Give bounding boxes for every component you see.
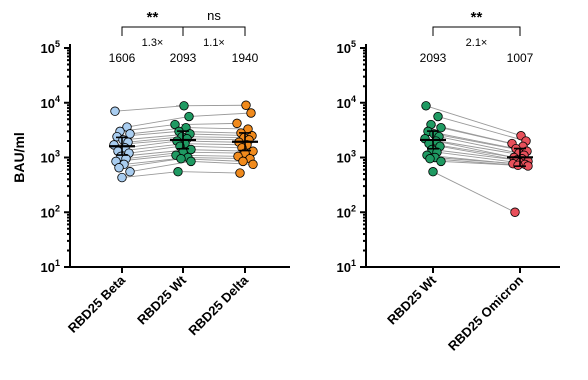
y-tick-label-base: 10 xyxy=(41,151,55,166)
y-tick-label: 101 xyxy=(337,258,356,275)
geometric-mean-value: 2093 xyxy=(420,51,447,65)
y-tick-label-exponent: 5 xyxy=(55,39,60,49)
fold-change-label: 1.1× xyxy=(203,37,225,49)
data-point xyxy=(176,154,186,164)
data-point xyxy=(510,207,520,217)
y-tick-label: 105 xyxy=(41,39,60,56)
paired-line xyxy=(189,145,243,149)
data-point xyxy=(248,159,258,170)
paired-line xyxy=(432,171,516,213)
y-tick-label: 105 xyxy=(337,39,356,56)
y-tick-label-exponent: 3 xyxy=(351,149,356,159)
data-point xyxy=(238,156,248,167)
significance-label: ** xyxy=(147,9,159,26)
geometric-mean-value: 1606 xyxy=(109,51,136,65)
geometric-mean-value: 2093 xyxy=(170,51,197,65)
y-tick-label-base: 10 xyxy=(337,151,351,166)
data-point xyxy=(186,156,196,167)
comparison-bracket xyxy=(121,26,184,36)
x-category-label: RBD25 Wt xyxy=(384,272,440,328)
paired-line xyxy=(188,136,245,139)
x-category-label: RBD25 Beta xyxy=(65,272,129,336)
data-point xyxy=(114,163,124,173)
y-tick-label-base: 10 xyxy=(41,41,55,56)
paired-line xyxy=(190,127,249,130)
y-tick-label-exponent: 1 xyxy=(351,258,356,268)
y-tick-label: 103 xyxy=(41,149,60,166)
y-axis-label: BAU/ml xyxy=(11,132,27,183)
significance-label: ns xyxy=(207,8,221,23)
significance-label: ** xyxy=(471,9,483,26)
paired-line xyxy=(424,138,525,156)
y-tick-label: 102 xyxy=(337,203,356,220)
y-tick-label: 102 xyxy=(41,203,60,220)
geometric-mean-value: 1940 xyxy=(232,51,259,65)
y-tick-label-base: 10 xyxy=(337,260,351,275)
fold-change-label: 1.3× xyxy=(142,37,164,49)
paired-line xyxy=(439,145,518,161)
data-point xyxy=(117,172,127,183)
y-tick-label-base: 10 xyxy=(337,205,351,220)
paired-line xyxy=(187,112,252,117)
y-tick-label-exponent: 4 xyxy=(351,94,356,104)
y-tick-label-exponent: 2 xyxy=(55,203,60,213)
y-tick-label-base: 10 xyxy=(41,260,55,275)
y-tick-label: 104 xyxy=(337,94,356,111)
paired-line xyxy=(182,171,241,174)
comparison-bracket xyxy=(432,26,521,36)
data-point xyxy=(421,101,431,111)
data-point xyxy=(246,108,256,118)
data-point xyxy=(433,111,443,122)
data-point xyxy=(179,101,189,111)
paired-line xyxy=(180,122,238,125)
y-tick-label: 101 xyxy=(41,258,60,275)
paired-line xyxy=(121,171,179,179)
y-tick-label-exponent: 4 xyxy=(55,94,60,104)
y-tick-label-exponent: 5 xyxy=(351,39,356,49)
y-tick-label-base: 10 xyxy=(337,41,351,56)
x-category-label: RBD25 Omicron xyxy=(445,272,526,353)
data-point xyxy=(170,119,180,130)
data-point xyxy=(125,167,135,177)
paired-line xyxy=(437,116,527,142)
y-tick-label: 104 xyxy=(41,94,60,111)
paired-line xyxy=(425,105,522,137)
paired-line xyxy=(438,136,520,154)
data-point xyxy=(436,123,446,133)
data-point xyxy=(241,100,251,110)
y-tick-label-exponent: 2 xyxy=(351,203,356,213)
paired-line xyxy=(114,105,185,112)
paired-line xyxy=(127,136,183,143)
paired-line xyxy=(128,145,181,154)
y-tick-label: 103 xyxy=(337,149,356,166)
y-tick-label-base: 10 xyxy=(41,96,55,111)
paired-line xyxy=(126,116,190,128)
data-point xyxy=(235,168,245,178)
paired-line xyxy=(118,158,182,169)
y-tick-label-base: 10 xyxy=(41,205,55,220)
paired-line xyxy=(435,140,515,158)
data-point xyxy=(110,106,120,116)
geometric-mean-value: 1007 xyxy=(507,51,534,65)
data-point xyxy=(428,167,438,177)
y-tick-label-exponent: 1 xyxy=(55,258,60,268)
x-category-label: RBD25 Wt xyxy=(134,272,190,328)
data-point xyxy=(232,118,242,129)
paired-line xyxy=(436,151,521,164)
x-category-label: RBD25 Delta xyxy=(185,272,251,338)
data-point xyxy=(513,160,523,171)
data-point xyxy=(425,154,435,164)
y-tick-label-exponent: 3 xyxy=(55,149,60,159)
data-point xyxy=(436,156,446,167)
data-point xyxy=(173,167,183,177)
y-tick-label-base: 10 xyxy=(337,96,351,111)
fold-change-label: 2.1× xyxy=(466,37,488,49)
comparison-bracket xyxy=(182,26,246,36)
paired-line xyxy=(185,140,240,143)
data-point xyxy=(184,111,194,122)
